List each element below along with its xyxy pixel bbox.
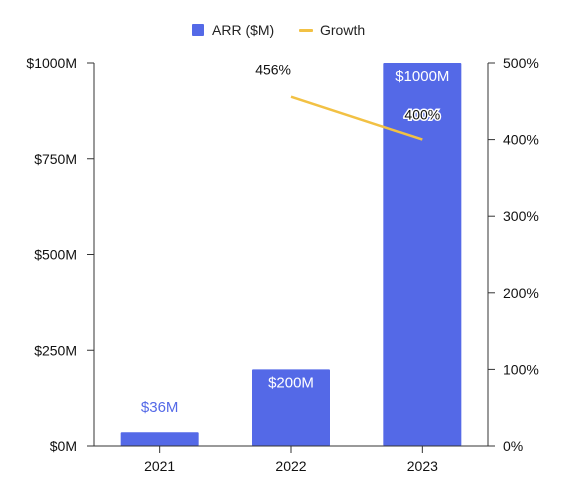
legend: ARR ($M) Growth	[192, 22, 365, 38]
growth-value-label: 456%	[255, 62, 291, 78]
bar-2021	[120, 432, 199, 446]
right-tick-label: 0%	[503, 438, 523, 454]
bar-value-label: $36M	[141, 399, 179, 416]
growth-value-label: 400%	[404, 107, 440, 123]
data-labels-layer: $36M $200M $1000M 456% 400%	[141, 60, 450, 416]
growth-line-layer	[290, 95, 423, 141]
x-tick-label: 2022	[275, 458, 306, 474]
bar-value-label: $200M	[268, 374, 314, 391]
bar-2022	[252, 369, 330, 446]
legend-label-growth: Growth	[320, 22, 365, 38]
bars-layer	[120, 63, 462, 446]
bar-2023	[383, 63, 462, 446]
right-tick-label: 500%	[503, 55, 539, 71]
legend-label-arr: ARR ($M)	[212, 22, 274, 38]
right-tick-label: 100%	[503, 361, 539, 377]
growth-line	[290, 95, 423, 141]
right-tick-label: 400%	[503, 132, 539, 148]
left-tick-label: $500M	[34, 247, 77, 263]
left-tick-label: $1000M	[26, 55, 77, 71]
right-tick-label: 300%	[503, 208, 539, 224]
left-tick-label: $0M	[50, 438, 77, 454]
right-tick-label: 200%	[503, 285, 539, 301]
x-tick-label: 2023	[407, 458, 438, 474]
legend-swatch-arr	[192, 24, 204, 36]
left-tick-label: $250M	[34, 342, 77, 358]
bar-value-label: $1000M	[395, 68, 449, 85]
x-tick-label: 2021	[144, 458, 175, 474]
axes-layer: $0M $250M $500M $750M $1000M 0% 100% 200% 300% 40…	[26, 55, 538, 474]
legend-swatch-growth	[299, 29, 313, 32]
left-tick-label: $750M	[34, 151, 77, 167]
